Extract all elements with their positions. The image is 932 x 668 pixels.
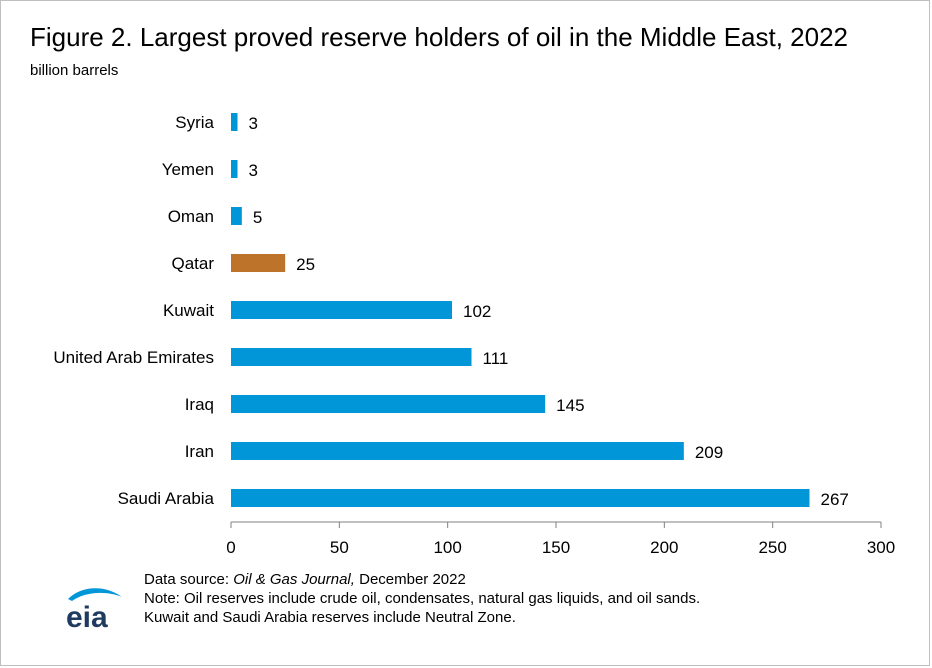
x-tick-label-0: 0 (226, 538, 235, 557)
source-suffix: December 2022 (354, 571, 466, 588)
data-source-line: Data source: Oil & Gas Journal, December… (144, 570, 700, 589)
bar-qatar (231, 254, 286, 272)
bars-group: Syria 3 Yemen 3 Oman 5 Qatar 25 Kuwait 102 United … (53, 113, 849, 509)
value-label-iran: 209 (695, 443, 723, 462)
unit-label: billion barrels (30, 62, 119, 79)
bar-oman (231, 207, 242, 225)
chart-title: Figure 2. Largest proved reserve holders… (30, 22, 849, 52)
logo-text: eia (66, 601, 108, 633)
bar-iraq (231, 395, 546, 413)
note-line-2: Kuwait and Saudi Arabia reserves include… (144, 609, 516, 626)
category-label-yemen: Yemen (162, 160, 214, 179)
x-tick-label-50: 50 (330, 538, 349, 557)
source-name: Oil & Gas Journal, (233, 571, 355, 588)
logo-swoosh (68, 588, 122, 601)
category-label-united-arab-emirates: United Arab Emirates (53, 348, 214, 367)
x-tick-label-150: 150 (542, 538, 570, 557)
value-label-saudi-arabia: 267 (821, 490, 849, 509)
value-label-united-arab-emirates: 111 (483, 349, 509, 368)
value-label-kuwait: 102 (463, 302, 491, 321)
bar-syria (231, 113, 238, 131)
value-label-syria: 3 (249, 114, 258, 133)
eia-logo: eia (66, 588, 122, 633)
category-label-iran: Iran (185, 442, 214, 461)
bar-yemen (231, 160, 238, 178)
note-line-1: Note: Oil reserves include crude oil, co… (144, 590, 701, 607)
bar-saudi-arabia (231, 489, 810, 507)
category-label-oman: Oman (168, 207, 214, 226)
category-label-syria: Syria (175, 113, 214, 132)
x-tick-label-300: 300 (867, 538, 895, 557)
bar-kuwait (231, 301, 452, 319)
x-tick-label-100: 100 (433, 538, 461, 557)
value-label-yemen: 3 (249, 161, 258, 180)
bar-united-arab-emirates (231, 348, 472, 366)
x-tick-label-200: 200 (650, 538, 678, 557)
value-label-oman: 5 (253, 208, 262, 227)
x-tick-label-250: 250 (758, 538, 786, 557)
source-prefix: Data source: (144, 571, 234, 588)
category-label-kuwait: Kuwait (163, 301, 214, 320)
category-label-qatar: Qatar (171, 254, 214, 273)
x-axis: 0 50 100 150 200 250 300 (226, 521, 895, 557)
category-label-saudi-arabia: Saudi Arabia (118, 489, 215, 508)
value-label-qatar: 25 (296, 255, 315, 274)
chart-footer: Data source: Oil & Gas Journal, December… (144, 570, 700, 627)
value-label-iraq: 145 (556, 396, 584, 415)
bar-iran (231, 442, 684, 460)
category-label-iraq: Iraq (185, 395, 214, 414)
